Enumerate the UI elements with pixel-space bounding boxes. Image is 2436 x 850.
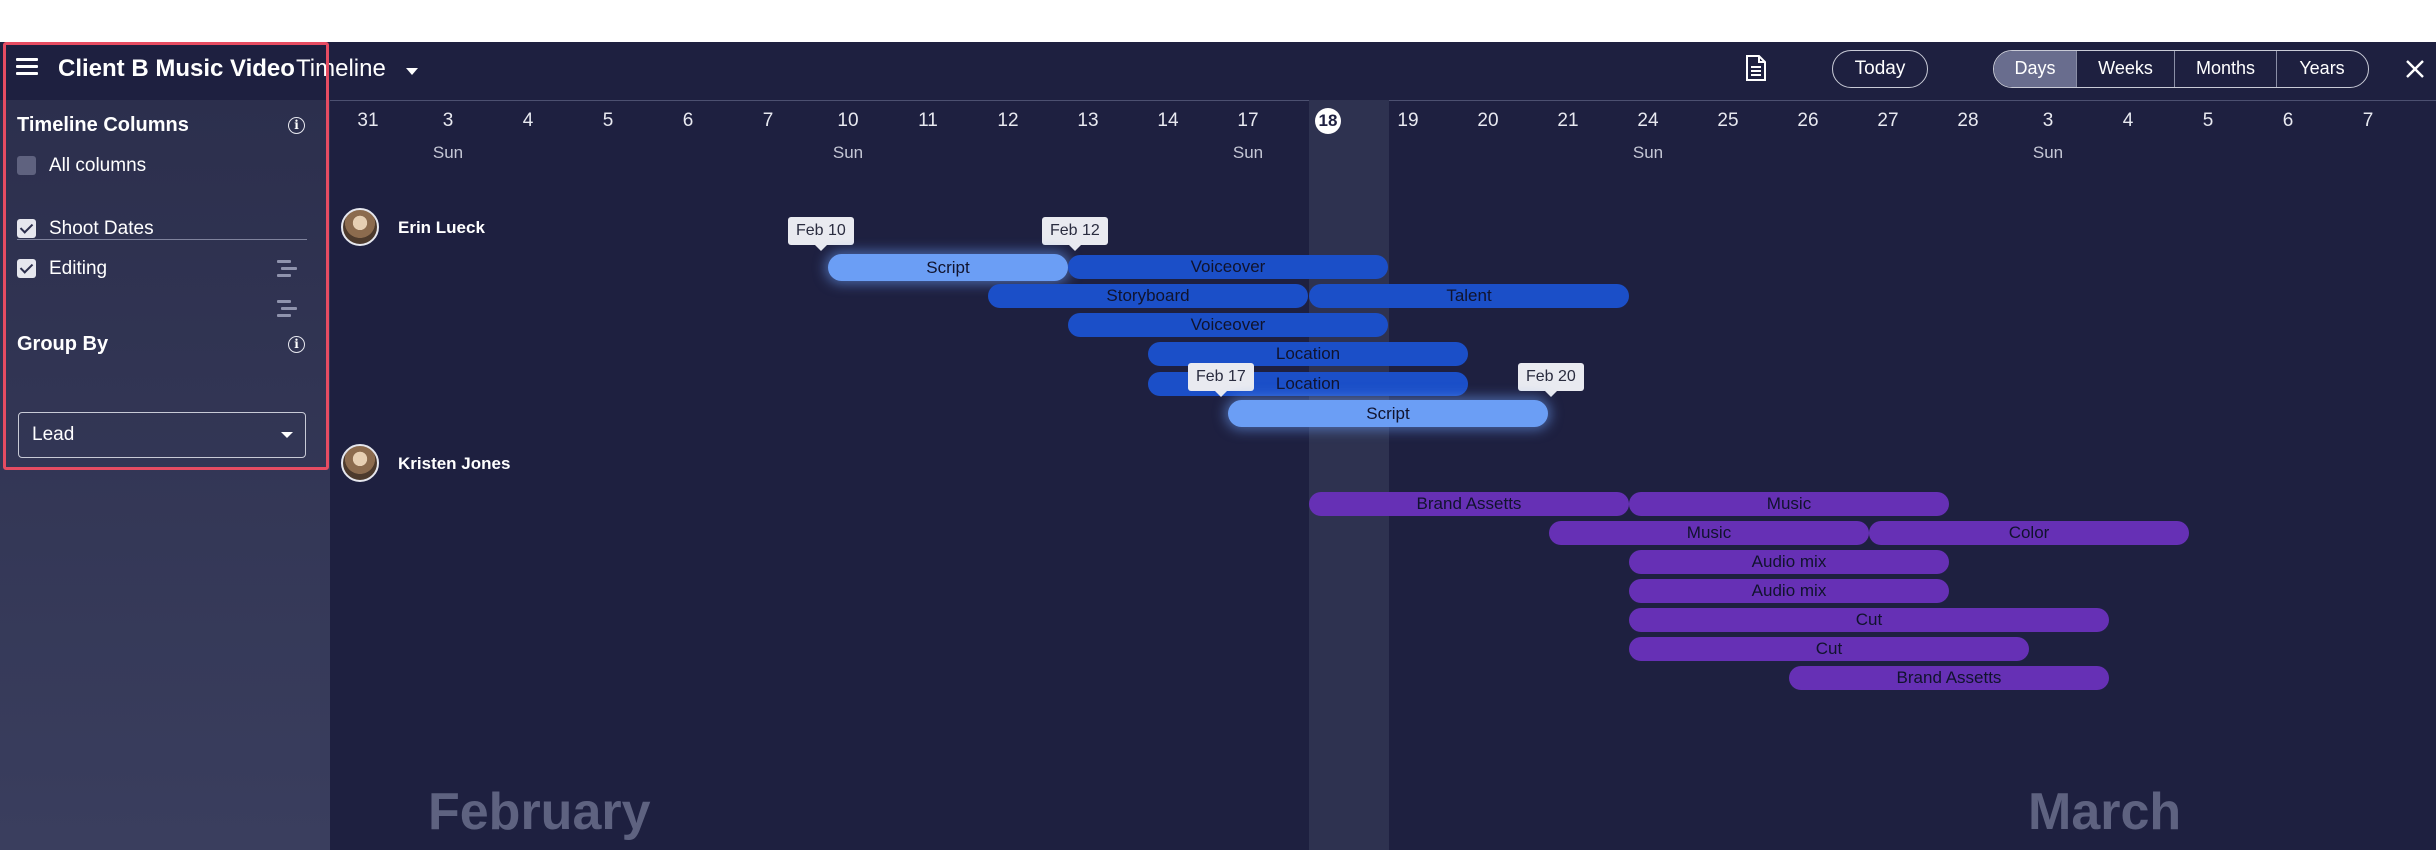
group-by-title: Group By: [17, 333, 109, 355]
column-label: Shoot Dates: [49, 218, 154, 239]
date-label: 11: [918, 110, 938, 131]
date-label: 19: [1397, 110, 1419, 131]
date-label: 4: [522, 110, 534, 131]
date-label: 7: [762, 110, 774, 131]
board-title: Client B Music Video: [58, 55, 295, 82]
timeline-bar[interactable]: Script: [828, 254, 1068, 281]
date-label: 21: [1557, 110, 1579, 131]
timeline-bar[interactable]: Brand Assetts: [1309, 492, 1629, 516]
scale-weeks-button[interactable]: Weeks: [2076, 51, 2174, 87]
group-lead-name: Kristen Jones: [398, 454, 511, 473]
timeline-bar[interactable]: Audio mix: [1629, 550, 1949, 574]
date-label: 25: [1717, 110, 1739, 131]
date-label: 6: [682, 110, 694, 131]
date-label: 3: [442, 110, 454, 131]
info-icon[interactable]: i: [288, 336, 305, 353]
top-bar: Client B Music Video Timeline Today Days…: [0, 42, 2436, 101]
timeline-bar[interactable]: Voiceover: [1068, 255, 1388, 279]
timeline-bar[interactable]: Location: [1148, 342, 1468, 366]
date-label: 20: [1477, 110, 1499, 131]
document-icon[interactable]: [1744, 54, 1768, 82]
timeline-bar[interactable]: Storyboard: [988, 284, 1308, 308]
date-label: 5: [602, 110, 614, 131]
timeline-bar[interactable]: Brand Assetts: [1789, 666, 2109, 690]
timeline-bar[interactable]: Music: [1629, 492, 1949, 516]
all-columns-label: All columns: [49, 155, 147, 176]
scale-days-button[interactable]: Days: [1994, 51, 2076, 87]
close-icon[interactable]: [2405, 59, 2425, 79]
date-tooltip: Feb 10: [788, 217, 854, 251]
timeline-grid: 31 3 Sun 4 5 6 7 10 Sun 11 12 13 14 17 Sun 18 19 20 21 24 Su…: [330, 100, 2436, 850]
date-label: 27: [1877, 110, 1899, 131]
date-label: 31: [357, 110, 379, 131]
group-by-value: Lead: [32, 424, 75, 445]
avatar: [341, 208, 379, 246]
timeline-bar[interactable]: Talent: [1309, 284, 1629, 308]
time-scale-switcher: Days Weeks Months Years: [1993, 50, 2369, 88]
date-label: 5: [2202, 110, 2214, 131]
date-tooltip: Feb 17: [1188, 363, 1254, 397]
timeline-bar[interactable]: Script: [1228, 400, 1548, 427]
timeline-bar[interactable]: Audio mix: [1629, 579, 1949, 603]
avatar: [341, 444, 379, 482]
day-of-week-label: Sun: [432, 143, 464, 162]
date-label: 3: [2042, 110, 2054, 131]
timeline-columns-title: Timeline Columns: [17, 114, 189, 136]
timeline-app: Client B Music Video Timeline Today Days…: [0, 42, 2436, 850]
column-label: Editing: [49, 258, 108, 279]
day-of-week-label: Sun: [1232, 143, 1264, 162]
group-by-select[interactable]: Lead: [18, 412, 306, 458]
date-label: 12: [997, 110, 1019, 131]
date-label: 28: [1957, 110, 1979, 131]
date-label: 7: [2362, 110, 2374, 131]
info-icon[interactable]: i: [288, 117, 305, 134]
day-of-week-label: Sun: [832, 143, 864, 162]
group-lead-name: Erin Lueck: [398, 218, 485, 237]
date-label: 24: [1637, 110, 1659, 131]
month-label: February: [428, 783, 651, 841]
checkbox-checked-icon[interactable]: [17, 259, 36, 278]
checkbox-checked-icon[interactable]: [17, 219, 36, 238]
settings-sidebar: Timeline Columns i All columns Shoot Dat…: [0, 100, 330, 850]
drag-handle-icon[interactable]: [277, 260, 297, 278]
today-date-marker: 18: [1315, 108, 1341, 134]
timeline-bar[interactable]: Cut: [1629, 637, 2029, 661]
scale-years-button[interactable]: Years: [2276, 51, 2367, 87]
chevron-down-icon[interactable]: [406, 68, 418, 75]
date-label: 6: [2282, 110, 2294, 131]
scale-months-button[interactable]: Months: [2174, 51, 2276, 87]
checkbox-icon[interactable]: [17, 156, 36, 175]
view-selector[interactable]: Timeline: [296, 55, 386, 82]
day-of-week-label: Sun: [2032, 143, 2064, 162]
date-label: 13: [1077, 110, 1099, 131]
timeline-bar[interactable]: Music: [1549, 521, 1869, 545]
date-label: 10: [837, 110, 859, 131]
date-tooltip: Feb 20: [1518, 363, 1584, 397]
timeline-bar[interactable]: Voiceover: [1068, 313, 1388, 337]
day-of-week-label: Sun: [1632, 143, 1664, 162]
menu-icon[interactable]: [16, 57, 38, 77]
month-label: March: [2028, 783, 2182, 841]
drag-handle-icon[interactable]: [277, 300, 297, 318]
timeline-bar[interactable]: Color: [1869, 521, 2189, 545]
date-label: 17: [1237, 110, 1259, 131]
chevron-down-icon: [281, 432, 293, 438]
today-column: [1309, 100, 1389, 850]
divider: [17, 239, 307, 240]
today-button[interactable]: Today: [1832, 50, 1928, 88]
date-tooltip: Feb 12: [1042, 217, 1108, 251]
date-label: 4: [2122, 110, 2134, 131]
date-label: 14: [1157, 110, 1179, 131]
date-label: 26: [1797, 110, 1819, 131]
timeline-bar[interactable]: Cut: [1629, 608, 2109, 632]
